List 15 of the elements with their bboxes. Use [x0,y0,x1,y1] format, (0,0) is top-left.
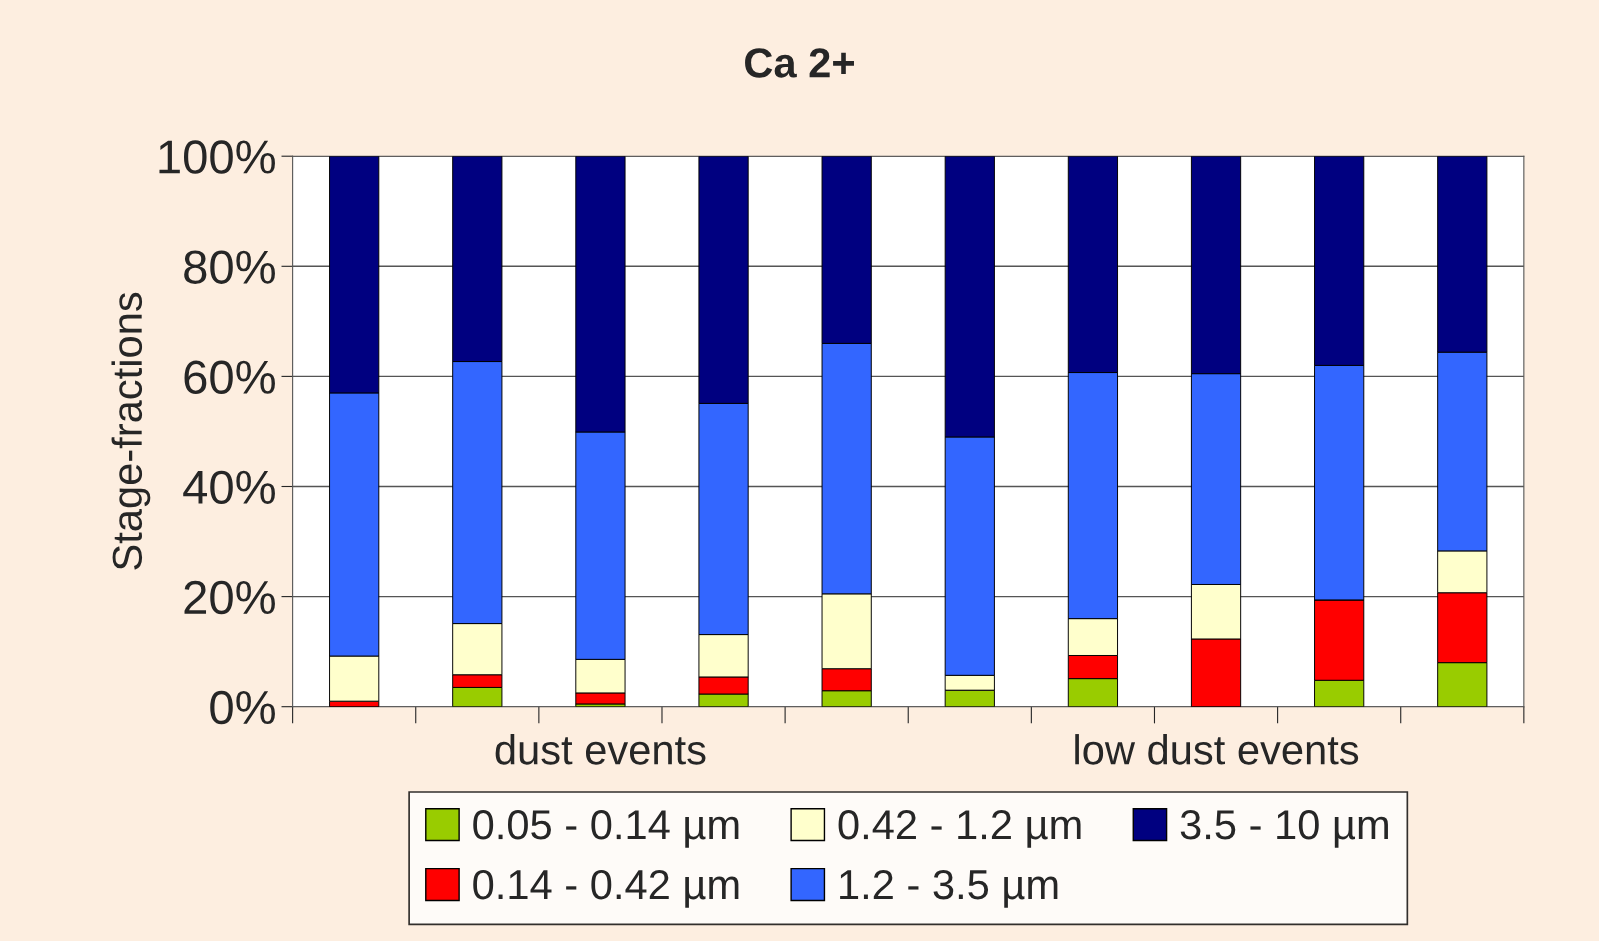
legend-label: 3.5 - 10 µm [1180,810,1388,848]
y-tick-label: 80% [184,250,275,284]
y-tick-label: 40% [183,470,275,505]
y-tick-label: 20% [184,580,275,615]
text: dust events [495,734,706,765]
y-tick-label: 60% [184,360,275,394]
y-axis-title: Stage-fractions [111,292,151,570]
legend-label: 0.05 - 0.14 µm [473,810,739,848]
legend-label: 0.14 - 0.42 µm [473,869,739,908]
y-tick-label: 0% [210,690,275,725]
legend-label: 1.2 - 3.5 µm [840,869,1058,908]
legend-label: 0.42 - 1.2 µm [838,810,1081,848]
chart-title: Ca 2+ [745,48,854,78]
y-tick-label: 100% [159,140,275,174]
text: low dust events [1075,734,1359,765]
